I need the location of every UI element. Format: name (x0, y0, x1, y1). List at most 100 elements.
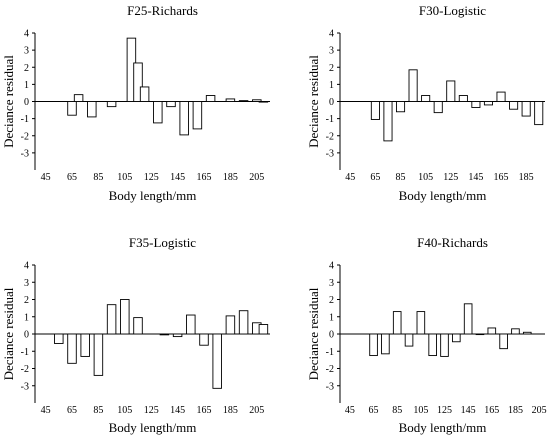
x-tick-label: 125 (144, 172, 159, 183)
x-tick-label: 45 (345, 172, 355, 183)
residual-bar (67, 333, 77, 364)
residual-bar (153, 101, 163, 124)
x-tick-label: 165 (484, 405, 499, 416)
residual-bar (139, 86, 150, 102)
residual-bar (258, 324, 269, 335)
y-tick-label: 2 (24, 63, 29, 74)
residual-bar (212, 333, 222, 389)
residual-bar (106, 101, 117, 108)
residual-bar (225, 315, 236, 335)
residual-bar (521, 101, 531, 117)
x-tick-label: 145 (468, 172, 483, 183)
x-axis-label: Body length/mm (109, 188, 197, 203)
residual-bar (534, 101, 544, 126)
x-tick-label: 65 (369, 405, 379, 416)
x-tick-label: 205 (249, 405, 264, 416)
residual-bar (80, 333, 90, 357)
y-tick-label: 0 (329, 330, 334, 341)
x-tick-label: 125 (443, 172, 458, 183)
residual-bar (416, 311, 426, 335)
panel-2: F30-Logistic Deciance residual Body length… (306, 3, 545, 203)
y-tick-label: 2 (329, 63, 334, 74)
residual-bar (433, 101, 443, 114)
residual-bar (120, 299, 130, 335)
x-tick-label: 45 (345, 405, 355, 416)
residual-bar (67, 101, 77, 116)
residual-bar (471, 101, 481, 108)
panel-title: F40-Richards (417, 235, 488, 250)
x-tick-label: 145 (170, 172, 185, 183)
residual-bar (93, 333, 104, 376)
x-tick-label: 45 (41, 405, 51, 416)
x-axis-label: Body length/mm (399, 420, 487, 435)
y-tick-label: 2 (24, 295, 29, 306)
residual-bar (381, 333, 390, 355)
x-tick-label: 65 (67, 172, 77, 183)
y-axis-label: Deciance residual (1, 287, 16, 380)
y-tick-label: 3 (24, 46, 29, 57)
residual-bar (522, 331, 532, 335)
residual-bar (252, 99, 262, 102)
residual-bar (172, 333, 183, 338)
x-axis-label: Body length/mm (109, 420, 197, 435)
panel-title: F35-Logistic (129, 235, 196, 250)
y-tick-label: 2 (329, 295, 334, 306)
residual-bar (487, 327, 497, 335)
y-tick-label: -2 (326, 364, 334, 375)
residual-bar (452, 333, 461, 343)
x-tick-label: 65 (67, 405, 77, 416)
y-tick-label: 3 (329, 46, 334, 57)
residual-bar (87, 101, 97, 118)
y-axis-label: Deciance residual (1, 55, 16, 148)
y-tick-label: 4 (329, 261, 334, 272)
y-tick-label: -3 (326, 381, 334, 392)
residual-bar (106, 304, 117, 335)
residual-bar (446, 80, 456, 102)
residual-bar (475, 333, 485, 336)
y-tick-label: -3 (326, 148, 334, 159)
y-tick-label: 1 (24, 312, 29, 323)
residual-bar (258, 101, 269, 103)
residual-bar (428, 333, 437, 357)
residual-bar (54, 333, 64, 344)
residual-bar (496, 91, 506, 102)
y-tick-label: 1 (329, 312, 334, 323)
panel-title: F25-Richards (127, 3, 198, 18)
y-axis-label: Deciance residual (306, 55, 321, 148)
x-tick-label: 85 (396, 172, 406, 183)
x-tick-label: 105 (413, 405, 428, 416)
x-tick-label: 165 (197, 405, 212, 416)
y-tick-label: 0 (24, 330, 29, 341)
residual-bar (499, 333, 508, 350)
y-tick-label: 3 (329, 278, 334, 289)
residual-bar (225, 98, 236, 102)
residual-bar (511, 328, 520, 335)
x-tick-label: 185 (508, 405, 523, 416)
x-tick-label: 105 (117, 405, 132, 416)
residual-bar (509, 101, 519, 110)
panel-4: F40-Richards Deciance residual Body length… (306, 235, 547, 435)
residual-bar (408, 69, 418, 102)
residual-bar (421, 95, 431, 102)
y-tick-label: 3 (24, 278, 29, 289)
residual-bar (73, 94, 84, 102)
y-tick-label: -1 (21, 347, 29, 358)
residual-bar (238, 310, 249, 335)
panel-3: F35-Logistic Deciance residual Body length… (1, 235, 270, 435)
residual-bar (463, 303, 473, 335)
x-tick-label: 105 (418, 172, 433, 183)
x-tick-label: 125 (144, 405, 159, 416)
y-tick-label: 4 (24, 29, 29, 40)
residual-bar (186, 314, 196, 335)
x-tick-label: 85 (93, 172, 103, 183)
x-tick-label: 65 (370, 172, 380, 183)
x-tick-label: 145 (170, 405, 185, 416)
x-tick-label: 85 (392, 405, 402, 416)
residual-bar (238, 100, 249, 102)
y-tick-label: -2 (21, 364, 29, 375)
x-tick-label: 85 (93, 405, 103, 416)
residual-bar (179, 101, 189, 136)
residual-bar (392, 311, 402, 335)
residual-bar (166, 101, 176, 108)
